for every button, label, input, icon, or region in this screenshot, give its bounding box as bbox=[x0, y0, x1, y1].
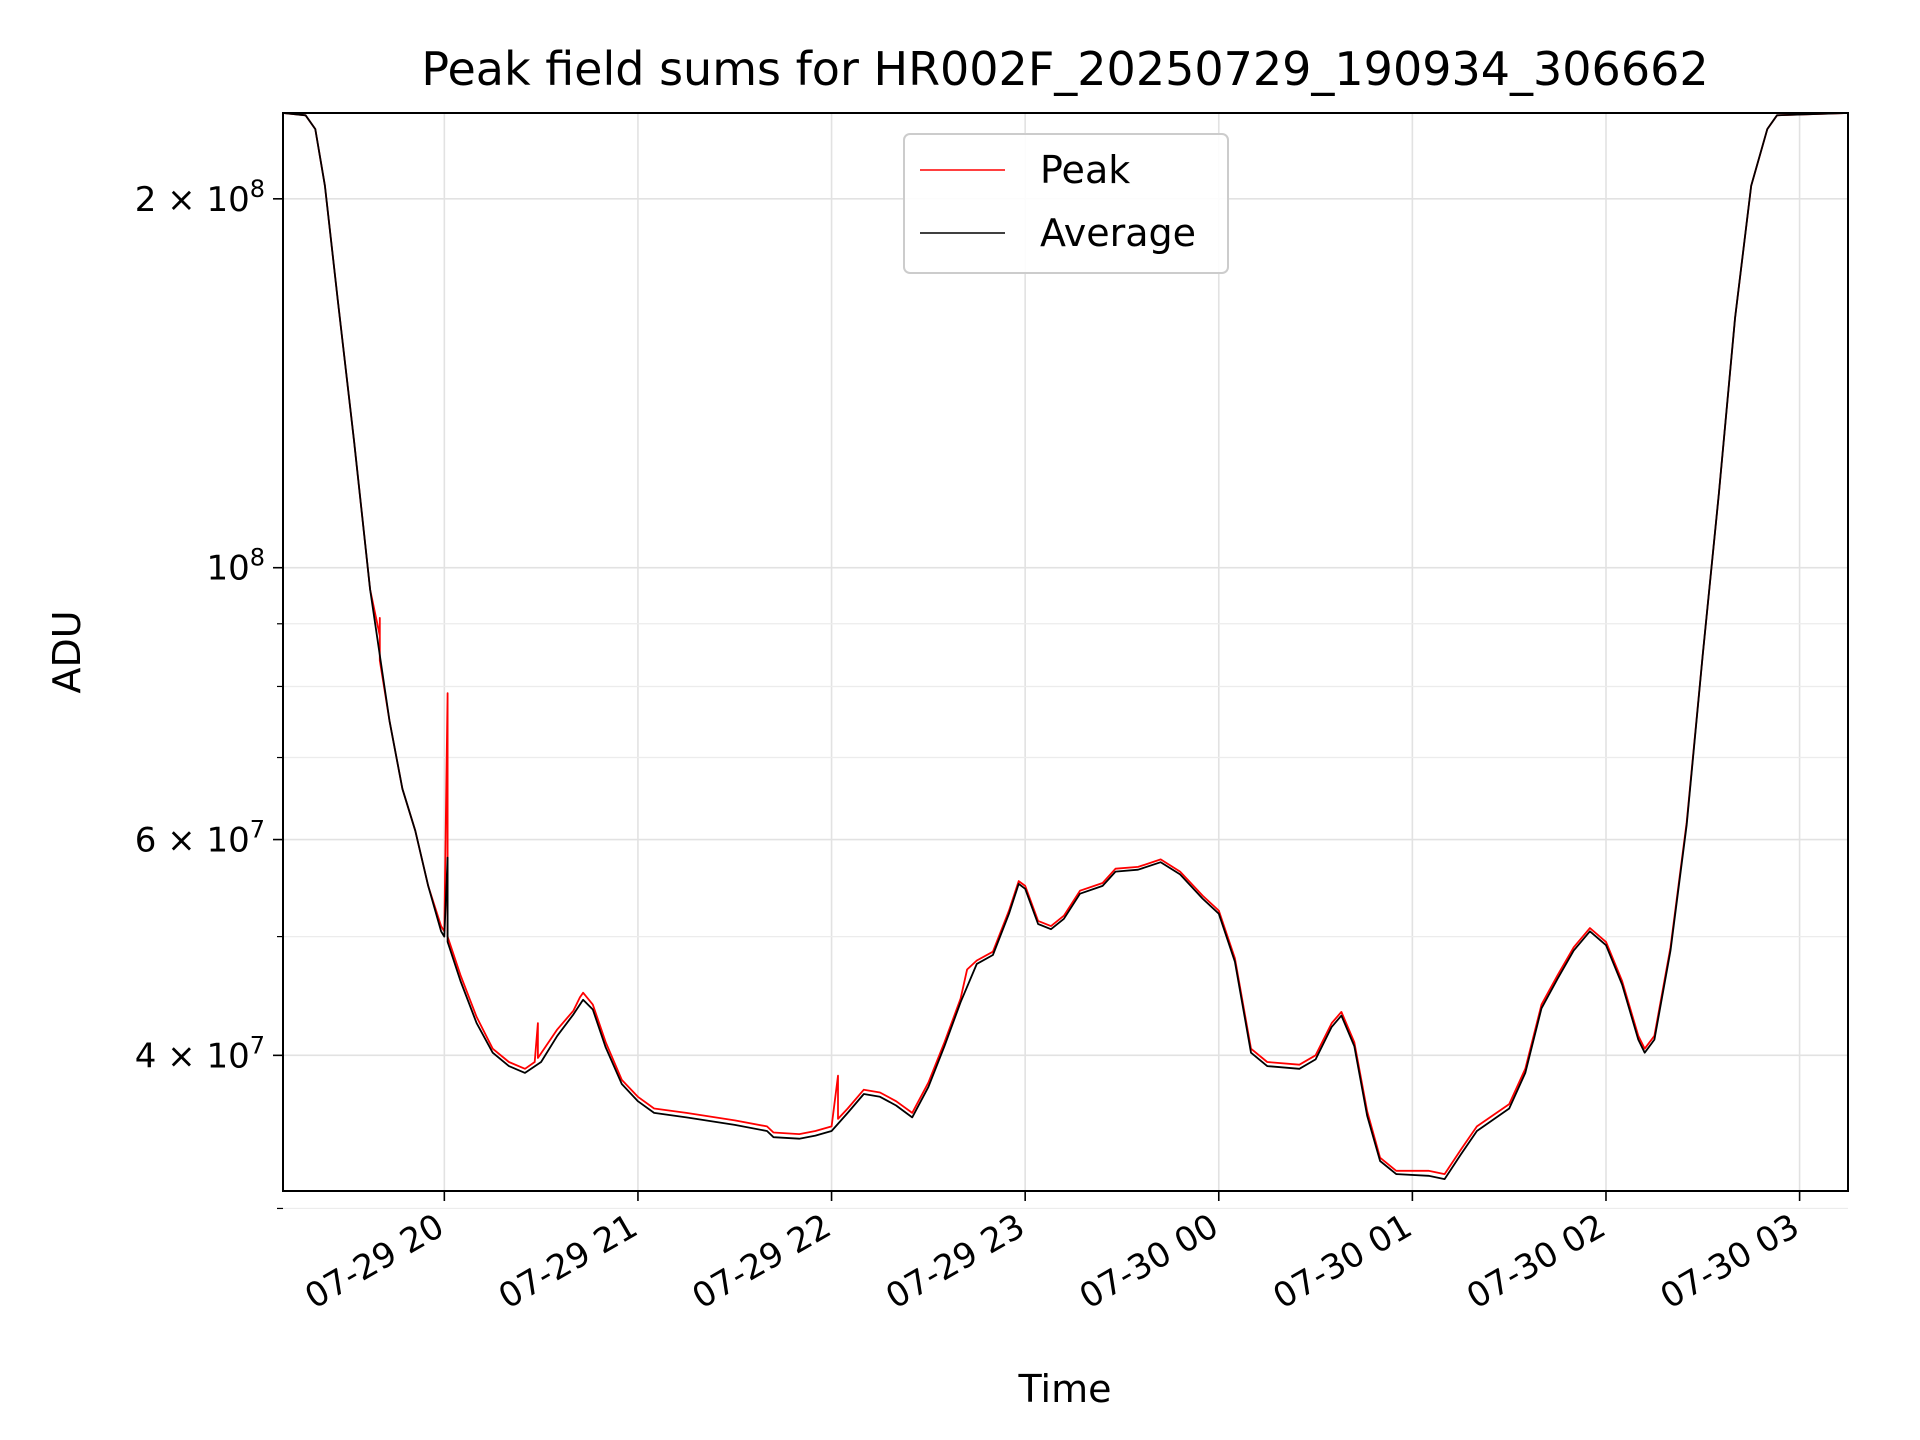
y-tick-label: 6 × 107 bbox=[135, 816, 265, 861]
plot-lines bbox=[282, 112, 1849, 1180]
y-tick-label: 4 × 107 bbox=[135, 1031, 265, 1076]
legend-box bbox=[903, 133, 1229, 274]
y-tick-label: 2 × 108 bbox=[135, 175, 265, 220]
x-axis-label: Time bbox=[1018, 1367, 1112, 1411]
plot-frame bbox=[282, 112, 1849, 1192]
y-axis-label: ADU bbox=[45, 610, 89, 693]
legend: Peak Average bbox=[903, 133, 1229, 274]
series-line-average bbox=[282, 112, 1849, 1180]
legend-label-average: Average bbox=[1040, 211, 1196, 255]
chart-title: Peak field sums for HR002F_20250729_1909… bbox=[421, 42, 1708, 96]
series-line-peak bbox=[282, 112, 1849, 1175]
legend-label-peak: Peak bbox=[1040, 148, 1130, 192]
